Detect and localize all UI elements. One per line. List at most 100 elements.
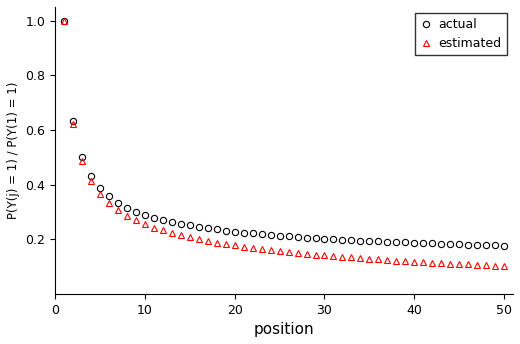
actual — [196, 225, 202, 229]
actual — [429, 241, 435, 246]
estimated — [294, 251, 301, 255]
estimated — [231, 243, 238, 247]
Y-axis label: P(Y(j) = 1) / P(Y(1) = 1): P(Y(j) = 1) / P(Y(1) = 1) — [7, 82, 20, 219]
actual — [79, 155, 85, 159]
Line: actual: actual — [61, 18, 507, 249]
actual — [492, 243, 498, 247]
estimated — [115, 208, 121, 212]
actual — [330, 237, 336, 241]
actual — [411, 241, 418, 245]
actual — [133, 209, 139, 214]
X-axis label: position: position — [254, 322, 315, 337]
estimated — [492, 264, 498, 268]
estimated — [241, 245, 247, 249]
actual — [313, 236, 319, 240]
actual — [294, 235, 301, 239]
estimated — [79, 159, 85, 163]
actual — [223, 228, 229, 233]
actual — [169, 220, 175, 224]
actual — [258, 232, 265, 236]
actual — [402, 240, 408, 245]
estimated — [196, 237, 202, 241]
actual — [187, 223, 193, 227]
estimated — [348, 256, 355, 260]
actual — [124, 205, 130, 209]
estimated — [313, 252, 319, 257]
estimated — [133, 218, 139, 223]
actual — [438, 242, 444, 246]
actual — [70, 119, 76, 123]
estimated — [258, 247, 265, 251]
actual — [115, 201, 121, 205]
estimated — [88, 179, 94, 183]
actual — [267, 233, 274, 237]
estimated — [366, 257, 372, 261]
actual — [285, 234, 292, 238]
estimated — [474, 263, 480, 267]
estimated — [151, 225, 157, 229]
actual — [214, 227, 220, 232]
actual — [303, 236, 309, 240]
actual — [160, 218, 166, 222]
actual — [142, 213, 148, 217]
Legend: actual, estimated: actual, estimated — [415, 13, 506, 55]
actual — [456, 242, 462, 246]
estimated — [106, 201, 112, 205]
actual — [384, 240, 391, 244]
estimated — [303, 252, 309, 256]
estimated — [214, 240, 220, 245]
estimated — [438, 261, 444, 265]
actual — [250, 231, 256, 235]
actual — [88, 174, 94, 178]
estimated — [250, 246, 256, 250]
estimated — [375, 257, 382, 261]
estimated — [447, 261, 453, 266]
actual — [151, 215, 157, 219]
estimated — [277, 249, 283, 253]
estimated — [456, 262, 462, 266]
estimated — [330, 254, 336, 258]
estimated — [321, 253, 328, 257]
estimated — [178, 233, 184, 237]
estimated — [124, 214, 130, 218]
actual — [277, 234, 283, 238]
estimated — [340, 255, 346, 259]
estimated — [267, 248, 274, 252]
actual — [106, 194, 112, 198]
estimated — [465, 262, 471, 267]
actual — [501, 244, 507, 248]
actual — [420, 241, 426, 245]
estimated — [411, 259, 418, 264]
actual — [231, 229, 238, 234]
estimated — [357, 256, 363, 260]
actual — [465, 243, 471, 247]
estimated — [97, 192, 103, 196]
estimated — [483, 263, 489, 267]
actual — [205, 226, 211, 230]
actual — [97, 186, 103, 190]
estimated — [142, 222, 148, 226]
estimated — [70, 122, 76, 126]
estimated — [223, 242, 229, 246]
actual — [241, 230, 247, 235]
actual — [447, 242, 453, 246]
estimated — [160, 228, 166, 233]
estimated — [393, 258, 399, 262]
Line: estimated: estimated — [61, 18, 507, 269]
actual — [340, 238, 346, 242]
actual — [375, 239, 382, 244]
estimated — [429, 260, 435, 265]
actual — [393, 240, 399, 244]
actual — [357, 238, 363, 243]
estimated — [205, 239, 211, 243]
actual — [178, 222, 184, 226]
estimated — [169, 231, 175, 235]
actual — [321, 237, 328, 241]
estimated — [187, 235, 193, 239]
estimated — [285, 250, 292, 254]
estimated — [384, 258, 391, 262]
estimated — [402, 259, 408, 263]
actual — [366, 239, 372, 243]
actual — [61, 19, 67, 23]
actual — [474, 243, 480, 247]
